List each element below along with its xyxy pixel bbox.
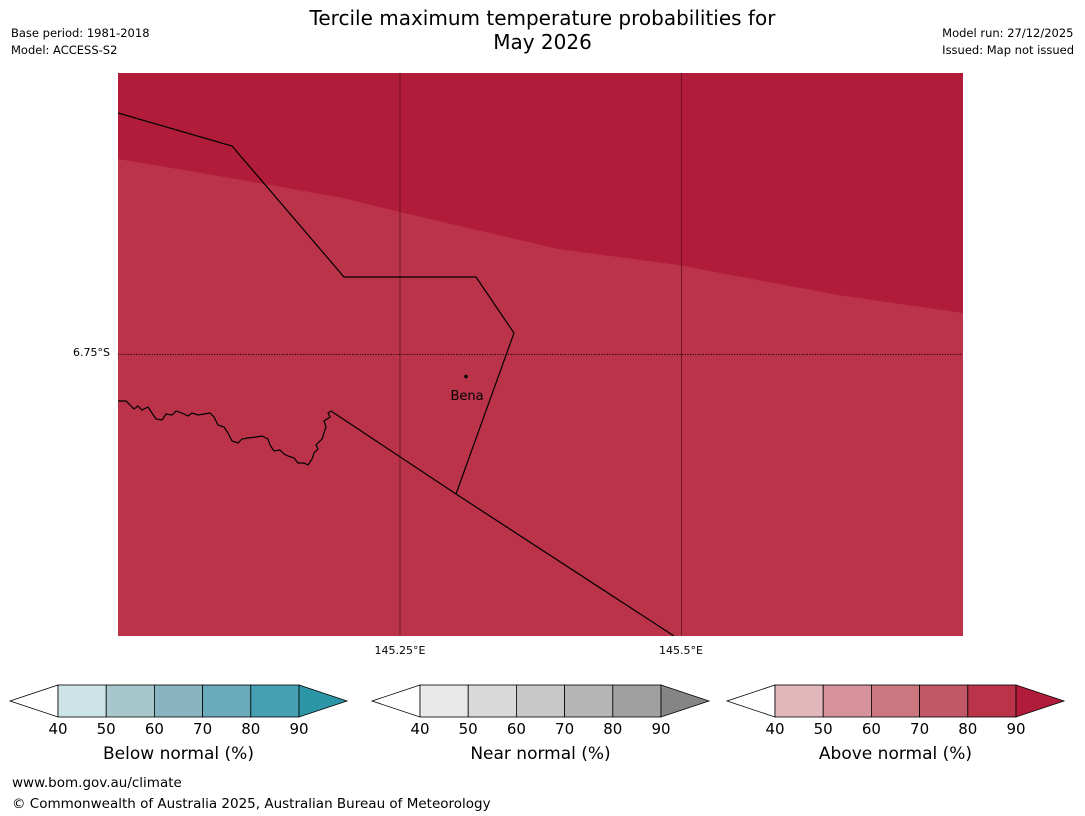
legend-above-segment-50 [822, 684, 872, 718]
legend-colorbars: 40 50 60 70 80 90 40 50 60 70 80 90 40 50 60 70 80 90 [8, 684, 1066, 738]
legend-below-segment-40 [57, 684, 107, 718]
legend-near-tick-50: 50 [459, 720, 478, 738]
legend-near-segment-40 [419, 684, 469, 718]
legend-title-below: Below normal (%) [103, 744, 254, 764]
legend-near-segment-80 [612, 684, 662, 718]
legend-below-segment-80 [250, 684, 300, 718]
legend-near-tick-60: 60 [507, 720, 526, 738]
legend-above-tick-80: 80 [958, 720, 977, 738]
legend-below-segment-70 [202, 684, 252, 718]
legend-below-arrow-high [298, 684, 349, 718]
legend-title-near: Near normal (%) [470, 744, 611, 764]
map-canvas: Bena [118, 73, 963, 636]
probability-region-90-plus [118, 73, 963, 313]
meta-left: Base period: 1981-2018 Model: ACCESS-S2 [11, 25, 150, 59]
lon-label-145-5: 145.5°E [659, 644, 703, 657]
legend-above-arrow-low [725, 684, 776, 718]
model-run-text: Model run: 27/12/2025 [942, 26, 1074, 40]
legend-below-tick-40: 40 [48, 720, 67, 738]
meta-right: Model run: 27/12/2025 Issued: Map not is… [942, 25, 1074, 59]
legend-title-above: Above normal (%) [818, 744, 973, 764]
bena-marker [464, 374, 468, 379]
legend-below-tick-90: 90 [289, 720, 308, 738]
base-period-text: Base period: 1981-2018 [11, 26, 150, 40]
legend-above-tick-60: 60 [862, 720, 881, 738]
legend-near-tick-80: 80 [603, 720, 622, 738]
legend-below-tick-50: 50 [97, 720, 116, 738]
map-title: Tercile maximum temperature probabilitie… [0, 6, 1085, 54]
legend-above-tick-50: 50 [814, 720, 833, 738]
legend-above-arrow-high [1015, 684, 1066, 718]
legend-near-tick-40: 40 [410, 720, 429, 738]
legend-above-tick-70: 70 [910, 720, 929, 738]
legend-above-tick-40: 40 [765, 720, 784, 738]
title-line-1: Tercile maximum temperature probabilitie… [309, 6, 776, 30]
legend-near-arrow-high [660, 684, 711, 718]
legend-above-tick-90: 90 [1006, 720, 1025, 738]
legend-below-tick-70: 70 [193, 720, 212, 738]
legend-near-arrow-low [370, 684, 421, 718]
legend-near-segment-70 [564, 684, 614, 718]
legend-below-tick-80: 80 [241, 720, 260, 738]
legend-near-tick-70: 70 [555, 720, 574, 738]
legend-above-segment-60 [871, 684, 921, 718]
footer-copyright: © Commonwealth of Australia 2025, Austra… [12, 796, 491, 812]
legend-below-tick-60: 60 [145, 720, 164, 738]
legend-above-segment-40 [774, 684, 824, 718]
lat-label-6-75: 6.75°S [73, 346, 110, 359]
legend-above-segment-80 [967, 684, 1017, 718]
model-text: Model: ACCESS-S2 [11, 43, 118, 57]
province-boundary-south [330, 410, 675, 636]
lon-label-145-25: 145.25°E [374, 644, 426, 657]
issued-text: Issued: Map not issued [942, 43, 1074, 57]
province-boundary-west [118, 400, 332, 466]
legend-below-segment-50 [105, 684, 155, 718]
map-panel[interactable]: Bena [118, 73, 963, 636]
province-boundary-north [118, 112, 515, 495]
legend-below-segment-60 [153, 684, 203, 718]
bena-label: Bena [450, 389, 483, 404]
legend-below-arrow-low [8, 684, 59, 718]
footer-url[interactable]: www.bom.gov.au/climate [12, 775, 182, 791]
legend-near-tick-90: 90 [651, 720, 670, 738]
title-line-2: May 2026 [493, 30, 592, 54]
legend-near-segment-50 [467, 684, 517, 718]
legend-near-segment-60 [516, 684, 566, 718]
legend-above-segment-70 [919, 684, 969, 718]
